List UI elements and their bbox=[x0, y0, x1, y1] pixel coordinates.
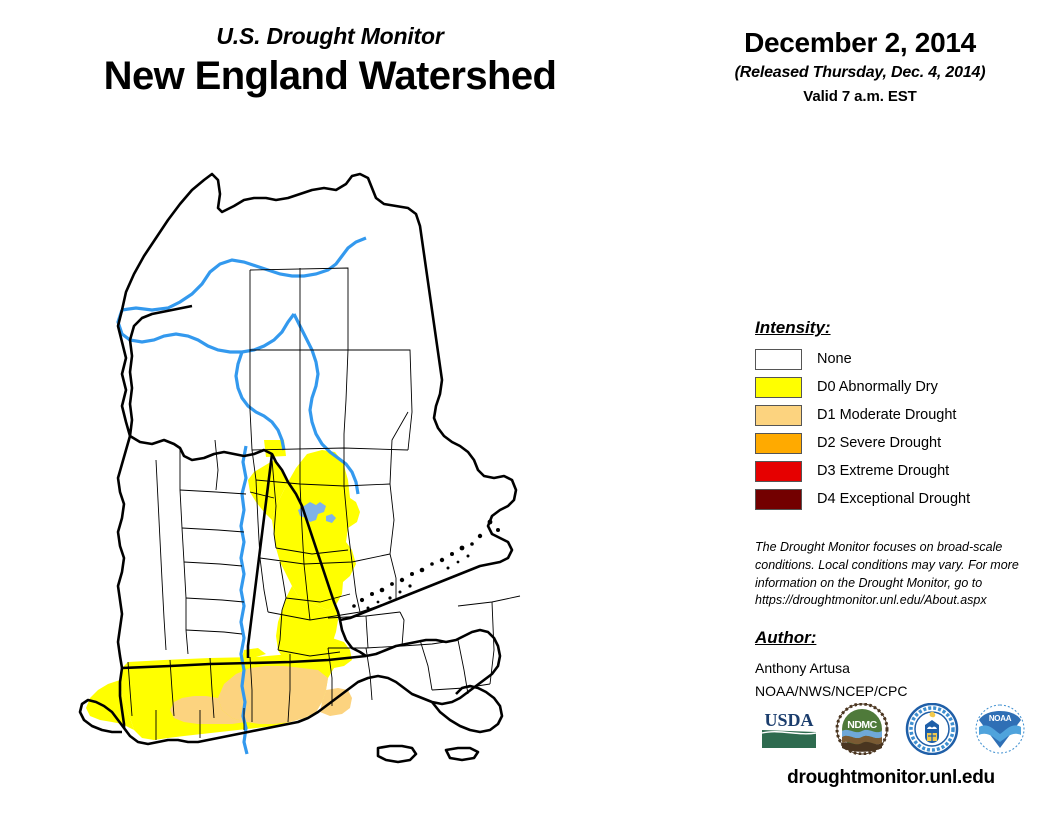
legend-swatch-d0 bbox=[755, 377, 802, 398]
drought-monitor-supertitle: U.S. Drought Monitor bbox=[216, 23, 444, 49]
legend-label-d3: D3 Extreme Drought bbox=[817, 463, 950, 480]
noaa-logo[interactable]: NOAA bbox=[974, 704, 1026, 754]
legend-item-d0[interactable]: D0 Abnormally Dry bbox=[755, 375, 1025, 400]
ndmc-logo[interactable]: NDMC bbox=[835, 703, 889, 755]
nws-logo[interactable] bbox=[905, 703, 959, 755]
legend-item-d2[interactable]: D2 Severe Drought bbox=[755, 431, 1025, 456]
valid-time: Valid 7 a.m. EST bbox=[803, 87, 917, 105]
legend-label-none: None bbox=[817, 351, 852, 368]
legend-item-d4[interactable]: D4 Exceptional Drought bbox=[755, 487, 1025, 512]
legend-label-d0: D0 Abnormally Dry bbox=[817, 379, 938, 396]
state-boundaries bbox=[78, 172, 518, 764]
disclaimer-text: The Drought Monitor focuses on broad-sca… bbox=[755, 540, 1019, 608]
author-heading: Author: bbox=[755, 628, 817, 647]
map-svg bbox=[78, 172, 521, 764]
legend-swatch-none bbox=[755, 349, 802, 370]
legend-label-d2: D2 Severe Drought bbox=[817, 435, 942, 452]
legend-label-d4: D4 Exceptional Drought bbox=[817, 491, 971, 508]
legend-item-d1[interactable]: D1 Moderate Drought bbox=[755, 403, 1025, 428]
page-title: New England Watershed bbox=[103, 54, 557, 99]
drought-map[interactable] bbox=[60, 150, 720, 800]
coastal-islands bbox=[352, 519, 500, 610]
header-left: U.S. Drought Monitor New England Watersh… bbox=[0, 23, 660, 99]
svg-text:NDMC: NDMC bbox=[848, 719, 878, 731]
legend-swatch-d1 bbox=[755, 405, 802, 426]
legend: Intensity: None D0 Abnormally Dry D1 Mod… bbox=[755, 318, 1025, 515]
header-right: December 2, 2014 (Released Thursday, Dec… bbox=[680, 27, 1040, 105]
legend-swatch-d4 bbox=[755, 489, 802, 510]
author-block: Author: Anthony Artusa NOAA/NWS/NCEP/CPC bbox=[755, 628, 1025, 701]
release-date: (Released Thursday, Dec. 4, 2014) bbox=[734, 63, 986, 81]
logos-row: USDA NDMC NOAA bbox=[758, 700, 1026, 758]
legend-heading: Intensity: bbox=[755, 318, 831, 337]
svg-text:NOAA: NOAA bbox=[989, 714, 1012, 723]
usda-logo[interactable]: USDA bbox=[758, 706, 820, 752]
legend-label-d1: D1 Moderate Drought bbox=[817, 407, 957, 424]
author-affiliation: NOAA/NWS/NCEP/CPC bbox=[755, 682, 908, 699]
legend-item-none[interactable]: None bbox=[755, 347, 1025, 372]
legend-item-d3[interactable]: D3 Extreme Drought bbox=[755, 459, 1025, 484]
svg-text:USDA: USDA bbox=[764, 710, 813, 730]
legend-swatch-d2 bbox=[755, 433, 802, 454]
site-url[interactable]: droughtmonitor.unl.edu bbox=[787, 767, 995, 788]
author-name: Anthony Artusa bbox=[755, 660, 850, 676]
legend-swatch-d3 bbox=[755, 461, 802, 482]
map-date: December 2, 2014 bbox=[744, 27, 976, 58]
